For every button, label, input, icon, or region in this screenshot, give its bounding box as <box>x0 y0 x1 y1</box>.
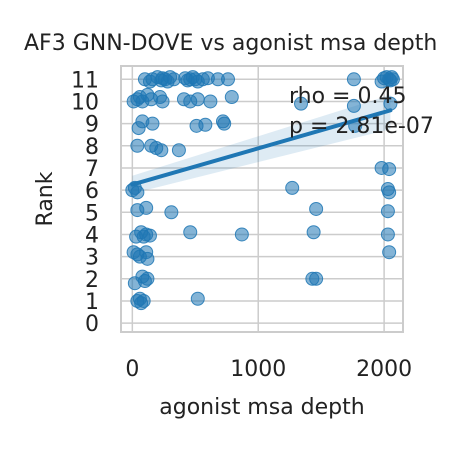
data-point <box>130 138 145 153</box>
regression-ci-band <box>132 94 391 194</box>
data-point <box>382 245 397 260</box>
data-point <box>217 116 232 131</box>
data-point <box>145 116 160 131</box>
data-point <box>382 185 397 200</box>
data-point <box>346 98 361 113</box>
regression-line <box>130 108 393 187</box>
data-point <box>224 90 239 105</box>
data-point <box>385 72 400 87</box>
y-tick-label: 11 <box>71 68 99 93</box>
data-point <box>380 204 395 219</box>
scatter-points <box>125 70 400 311</box>
x-tick-label: 1000 <box>230 357 286 382</box>
y-tick-label: 7 <box>85 157 99 182</box>
data-point <box>154 143 169 158</box>
y-tick-label: 2 <box>85 268 99 293</box>
data-point <box>203 94 218 109</box>
data-point <box>309 271 324 286</box>
plot-frame <box>120 65 404 333</box>
data-point <box>130 185 145 200</box>
y-tick-label: 6 <box>85 179 99 204</box>
p-value-annotation: p = 2.81e-07 <box>289 114 434 139</box>
x-axis-label: agonist msa depth <box>159 395 364 420</box>
y-tick-label: 3 <box>85 246 99 271</box>
y-tick-label: 10 <box>71 90 99 115</box>
data-point <box>142 228 157 243</box>
data-point <box>140 251 155 266</box>
data-point <box>183 225 198 240</box>
y-tick-label: 8 <box>85 135 99 160</box>
data-point <box>198 117 213 132</box>
data-point <box>190 291 205 306</box>
y-tick-label: 0 <box>85 312 99 337</box>
data-point <box>171 143 186 158</box>
y-tick-label: 5 <box>85 201 99 226</box>
y-axis-label: Rank <box>33 171 58 226</box>
data-point <box>221 72 236 87</box>
data-point <box>136 293 151 308</box>
data-point <box>190 92 205 107</box>
y-tick-label: 9 <box>85 113 99 138</box>
data-point <box>380 227 395 242</box>
data-point <box>294 96 309 111</box>
rho-annotation: rho = 0.45 <box>289 84 406 109</box>
data-point <box>382 162 397 177</box>
chart-title: AF3 GNN-DOVE vs agonist msa depth <box>24 31 437 56</box>
x-tick-label: 0 <box>125 357 139 382</box>
y-tick-label: 1 <box>85 290 99 315</box>
data-point <box>155 94 170 109</box>
y-tick-label: 4 <box>85 223 99 248</box>
data-point <box>309 201 324 216</box>
data-point <box>306 225 321 240</box>
data-point <box>140 271 155 286</box>
x-tick-labels: 0 1000 2000 <box>125 357 412 382</box>
data-point <box>139 200 154 215</box>
plot-area <box>120 65 404 333</box>
x-tick-label: 2000 <box>356 357 412 382</box>
data-point <box>164 205 179 220</box>
data-point <box>346 72 361 87</box>
data-point <box>285 180 300 195</box>
data-point <box>234 227 249 242</box>
